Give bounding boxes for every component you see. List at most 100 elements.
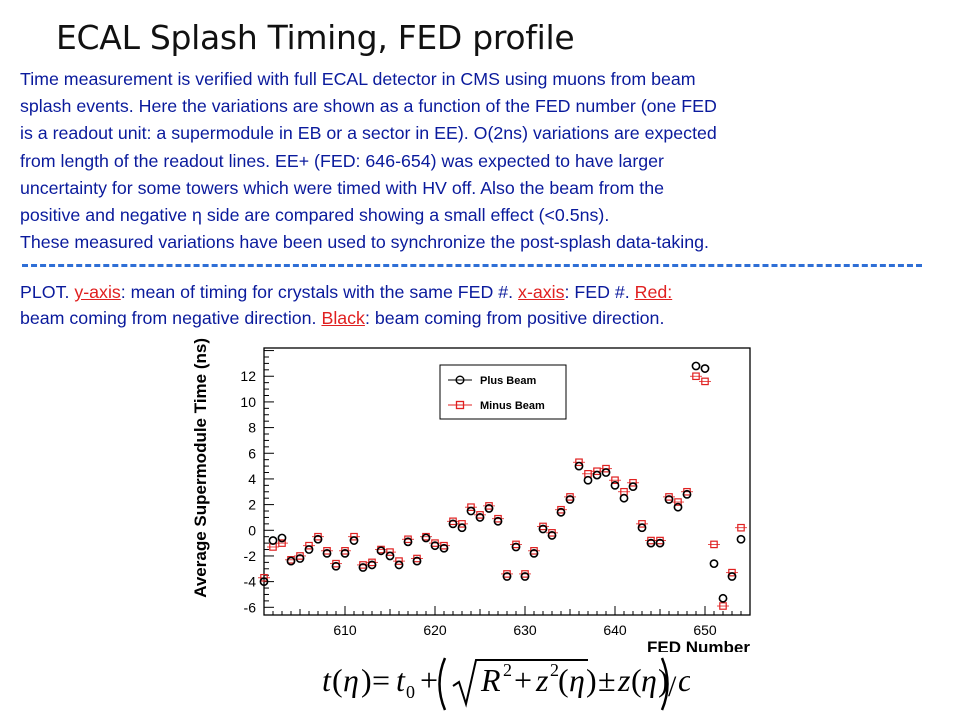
minus-beam-point bbox=[611, 476, 619, 485]
description-line: These measured variations have been used… bbox=[20, 232, 709, 253]
minus-beam-point bbox=[593, 467, 601, 476]
black-link[interactable]: Black bbox=[321, 308, 365, 328]
formula-sqrt bbox=[452, 659, 588, 708]
plus-beam-point bbox=[403, 537, 413, 547]
plus-beam-point bbox=[619, 493, 629, 503]
formula-R-exp: 2 bbox=[503, 660, 512, 680]
plus-beam-point bbox=[277, 533, 287, 543]
plus-beam-point bbox=[421, 533, 431, 543]
legend-marker bbox=[455, 400, 465, 410]
x-axis-label: FED Number bbox=[647, 638, 750, 652]
plus-beam-point bbox=[448, 519, 458, 529]
description-line: positive and negative η side are compare… bbox=[20, 205, 610, 226]
red-link[interactable]: Red: bbox=[634, 282, 673, 302]
x-axis-text: : FED #. bbox=[564, 282, 635, 302]
plus-beam-point bbox=[466, 506, 476, 516]
plus-beam-point bbox=[493, 516, 503, 526]
plot-caption: PLOT. y-axis: mean of timing for crystal… bbox=[20, 279, 958, 331]
plus-beam-point bbox=[583, 475, 593, 485]
description-line: Time measurement is verified with full E… bbox=[20, 69, 696, 89]
minus-beam-point bbox=[278, 539, 286, 547]
caption-prefix: PLOT. bbox=[20, 282, 75, 302]
formula-paren: ( bbox=[558, 662, 569, 698]
legend-marker bbox=[455, 375, 465, 385]
black-text: : beam coming from positive direction. bbox=[364, 308, 665, 328]
y-tick-label: -4 bbox=[244, 574, 257, 590]
chart-legend: Plus Beam Minus Beam bbox=[439, 364, 567, 420]
plus-beam-point bbox=[340, 548, 350, 558]
formula-t: t bbox=[322, 662, 332, 698]
plus-beam-point bbox=[709, 559, 719, 569]
plus-beam-point bbox=[457, 523, 467, 533]
y-tick-label: -2 bbox=[244, 548, 257, 564]
plus-beam-point bbox=[682, 489, 692, 499]
timing-formula: t ( η ) = t 0 + R 2 + z 2 ( η ) ± z ( η … bbox=[322, 657, 690, 711]
plus-beam-point bbox=[556, 507, 566, 517]
minus-beam-point bbox=[710, 540, 718, 549]
plot-caption-line-2: beam coming from negative direction. Bla… bbox=[20, 305, 958, 331]
formula-eta: η bbox=[343, 662, 359, 698]
y-axis-link[interactable]: y-axis bbox=[74, 282, 121, 302]
plus-beam-point bbox=[313, 534, 323, 544]
minus-beam-point bbox=[458, 520, 466, 528]
formula-t0: t bbox=[396, 662, 406, 698]
formula-eta: η bbox=[641, 662, 657, 698]
plus-beam-point bbox=[331, 561, 341, 571]
formula-paren: ) bbox=[658, 662, 669, 698]
formula-paren: ( bbox=[631, 662, 642, 698]
x-tick-label: 620 bbox=[423, 622, 447, 638]
plus-beam-point bbox=[376, 546, 386, 556]
plus-beam-point bbox=[637, 523, 647, 533]
plus-beam-point bbox=[700, 364, 710, 373]
minus-beam-point bbox=[350, 532, 358, 541]
y-tick-label: 4 bbox=[248, 471, 256, 487]
formula-big-paren-right bbox=[660, 657, 669, 711]
plus-beam-point bbox=[601, 468, 611, 477]
plus-beam-point bbox=[547, 531, 557, 540]
slide-title: ECAL Splash Timing, FED profile bbox=[56, 18, 575, 57]
formula-t0-sub: 0 bbox=[406, 682, 415, 702]
minus-beam-point bbox=[737, 523, 745, 532]
plus-beam-point bbox=[646, 538, 656, 548]
plus-beam-point bbox=[718, 593, 728, 603]
minus-beam-point bbox=[260, 573, 268, 582]
y-axis-label: Average Supermodule Time (ns) bbox=[191, 338, 210, 598]
plus-beam-point bbox=[610, 480, 620, 490]
plus-beam-point bbox=[511, 542, 521, 552]
dashed-divider bbox=[22, 264, 922, 267]
formula-paren: ) bbox=[361, 662, 372, 698]
minus-beam-point bbox=[692, 372, 700, 381]
formula-z: z bbox=[617, 662, 631, 698]
formula-z: z bbox=[535, 662, 549, 698]
description-line: uncertainty for some towers which were t… bbox=[20, 177, 665, 198]
formula-big-paren-left bbox=[438, 657, 447, 711]
plus-beam-point bbox=[286, 556, 296, 566]
x-tick-label: 640 bbox=[603, 622, 627, 638]
minus-beam-point bbox=[629, 478, 637, 487]
plus-beam-point bbox=[574, 461, 584, 471]
minus-beam-point bbox=[386, 548, 394, 556]
formula-slash: / bbox=[668, 670, 677, 703]
plus-beam-point bbox=[691, 361, 701, 371]
y-tick-label: 2 bbox=[248, 497, 256, 513]
plus-beam-point bbox=[565, 495, 575, 504]
plus-beam-point bbox=[736, 534, 746, 544]
x-tick-label: 610 bbox=[333, 622, 357, 638]
plus-beam-point bbox=[385, 551, 395, 561]
minus-beam-point bbox=[395, 557, 403, 565]
minus-beam-point bbox=[674, 498, 682, 506]
legend-label: Minus Beam bbox=[480, 400, 545, 412]
formula-paren: ( bbox=[332, 662, 343, 698]
formula-pm: ± bbox=[598, 662, 616, 698]
y-tick-label: 6 bbox=[248, 445, 256, 461]
minus-beam-point bbox=[467, 503, 475, 511]
plus-beam-point bbox=[655, 538, 665, 548]
plus-beam-point bbox=[358, 563, 368, 572]
plus-beam-point bbox=[673, 502, 683, 512]
x-axis-link[interactable]: x-axis bbox=[518, 282, 565, 302]
y-tick-label: 8 bbox=[248, 420, 256, 436]
legend-box bbox=[439, 364, 567, 420]
plus-beam-point bbox=[394, 560, 404, 570]
minus-beam-point bbox=[638, 520, 646, 528]
y-tick-label: 12 bbox=[240, 368, 256, 384]
